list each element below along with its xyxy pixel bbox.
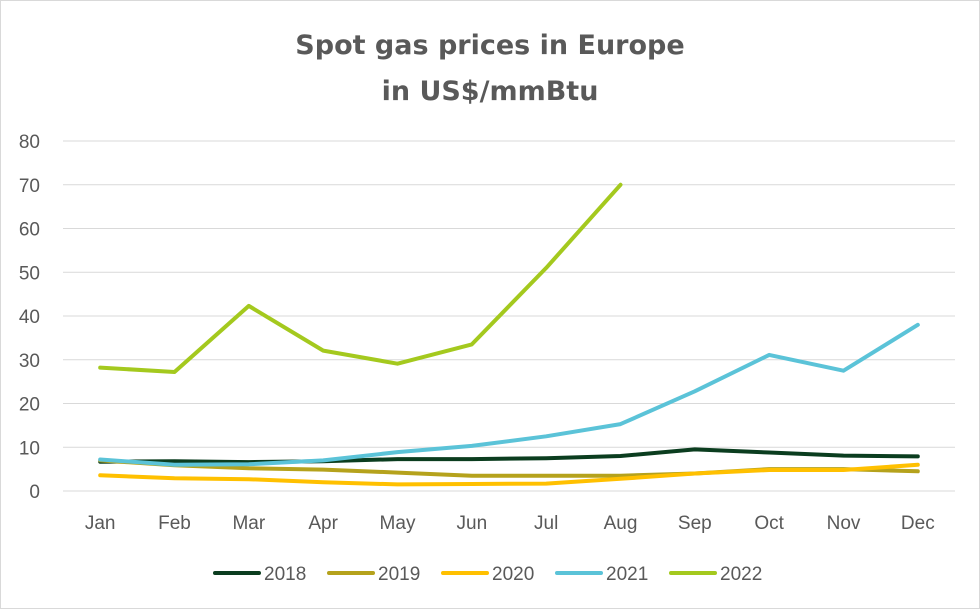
legend-item-2022: 2022	[669, 564, 762, 585]
series-line-2022	[98, 182, 623, 374]
chart-title-line-2: in US$/mmBtu	[382, 76, 599, 107]
y-tick-label: 60	[19, 220, 40, 241]
x-tick-label: Oct	[754, 513, 784, 534]
y-tick-label: 30	[19, 351, 40, 372]
y-tick-label: 50	[19, 263, 40, 284]
x-tick-label: Mar	[232, 513, 265, 534]
x-axis: Jan Feb Mar Apr May Jun Jul Aug Sep Oct Nov Dec	[85, 513, 935, 534]
y-tick-label: 70	[19, 176, 40, 197]
legend-label: 2019	[378, 564, 420, 585]
legend-label: 2020	[492, 564, 534, 585]
x-tick-label: Aug	[604, 513, 638, 534]
x-tick-label: Nov	[827, 513, 861, 534]
legend-label: 2018	[264, 564, 306, 585]
x-tick-label: May	[380, 513, 416, 534]
legend-item-2021: 2021	[555, 564, 648, 585]
y-axis: 0 10 20 30 40 50 60 70 80	[19, 132, 40, 503]
y-tick-label: 0	[29, 482, 40, 503]
legend: 2018 2019 2020 2021 2022	[213, 564, 762, 585]
series-line-2018	[98, 447, 920, 465]
chart-title-line-1: Spot gas prices in Europe	[295, 30, 684, 61]
legend-item-2018: 2018	[213, 564, 306, 585]
x-tick-label: Sep	[678, 513, 712, 534]
y-tick-label: 20	[19, 395, 40, 416]
series-line-2021	[98, 322, 920, 467]
y-tick-label: 80	[19, 132, 40, 153]
x-tick-label: Jan	[85, 513, 116, 534]
y-tick-label: 10	[19, 438, 40, 459]
gridlines	[63, 140, 955, 492]
x-tick-label: Jul	[534, 513, 558, 534]
y-tick-label: 40	[19, 307, 40, 328]
series-line-2020	[98, 462, 920, 487]
legend-item-2020: 2020	[441, 564, 534, 585]
x-tick-label: Jun	[457, 513, 488, 534]
series-lines	[98, 182, 920, 487]
legend-item-2019: 2019	[327, 564, 420, 585]
x-tick-label: Dec	[901, 513, 935, 534]
legend-label: 2021	[606, 564, 648, 585]
x-tick-label: Apr	[308, 513, 338, 534]
legend-label: 2022	[720, 564, 762, 585]
x-tick-label: Feb	[158, 513, 191, 534]
